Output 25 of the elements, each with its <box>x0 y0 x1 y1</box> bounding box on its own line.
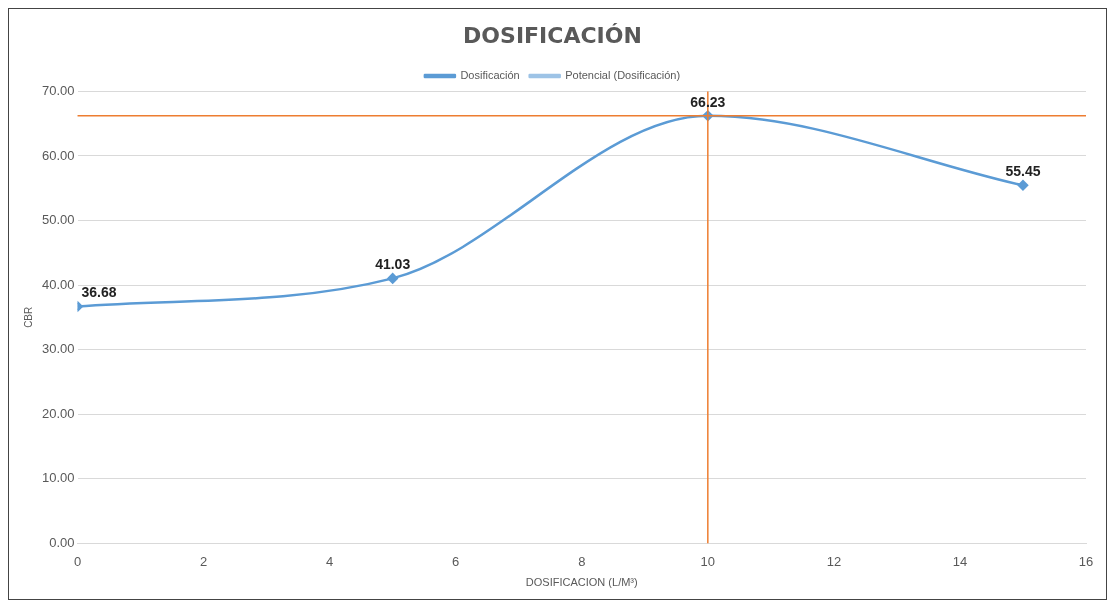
y-tick-label: 70.00 <box>41 82 75 98</box>
y-tick-label: 30.00 <box>41 341 75 357</box>
legend-label: Dosificación <box>460 68 520 81</box>
x-tick-label: 6 <box>452 553 460 569</box>
data-label: 41.03 <box>375 256 411 273</box>
x-tick-label: 0 <box>73 553 82 569</box>
y-tick-label: 0.00 <box>49 534 75 550</box>
y-tick-label: 50.00 <box>41 212 75 228</box>
x-tick-label: 4 <box>326 553 334 569</box>
x-tick-label: 12 <box>826 553 842 569</box>
x-axis-title: DOSIFICACION (L/M³) <box>525 576 638 589</box>
y-tick-label: 20.00 <box>41 405 75 421</box>
y-axis-title: CBR <box>22 306 34 328</box>
data-label: 36.68 <box>81 284 117 301</box>
legend-label: Potencial (Dosificación) <box>565 68 681 81</box>
chart-title: DOSIFICACIÓN <box>463 22 642 48</box>
y-tick-label: 60.00 <box>41 147 75 163</box>
x-tick-label: 14 <box>952 553 968 569</box>
y-tick-label: 10.00 <box>41 470 75 486</box>
x-tick-label: 16 <box>1078 553 1094 569</box>
y-tick-label: 40.00 <box>41 276 75 292</box>
data-label: 55.45 <box>1005 163 1041 180</box>
x-tick-label: 10 <box>700 553 716 569</box>
x-tick-label: 8 <box>578 553 586 569</box>
x-tick-label: 2 <box>199 553 208 569</box>
